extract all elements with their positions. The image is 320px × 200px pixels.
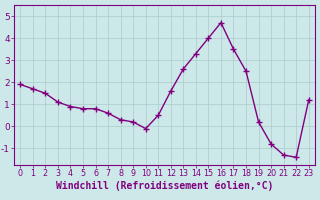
X-axis label: Windchill (Refroidissement éolien,°C): Windchill (Refroidissement éolien,°C) bbox=[56, 181, 273, 191]
